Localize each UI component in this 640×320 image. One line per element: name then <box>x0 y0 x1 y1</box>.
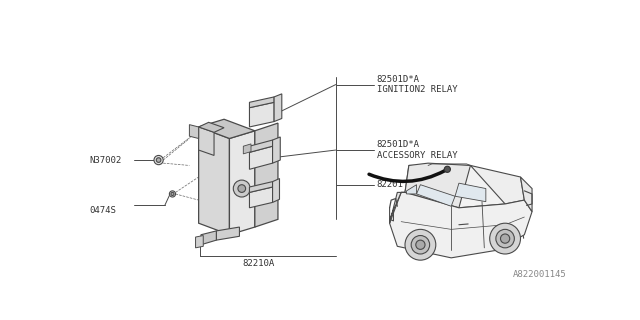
Circle shape <box>234 180 250 197</box>
Circle shape <box>416 240 425 249</box>
Polygon shape <box>189 124 198 139</box>
Text: 82501D*A: 82501D*A <box>376 75 419 84</box>
Polygon shape <box>255 123 278 227</box>
Text: 82501D*A: 82501D*A <box>376 140 419 149</box>
Text: N37002: N37002 <box>90 156 122 165</box>
Polygon shape <box>406 185 417 194</box>
Text: ACCESSORY RELAY: ACCESSORY RELAY <box>376 151 457 160</box>
Polygon shape <box>230 131 255 235</box>
Polygon shape <box>198 127 214 156</box>
Circle shape <box>496 229 515 248</box>
Polygon shape <box>198 122 224 132</box>
Text: 82201: 82201 <box>376 180 403 189</box>
Text: 82210A: 82210A <box>243 260 275 268</box>
Polygon shape <box>390 192 532 258</box>
Polygon shape <box>520 177 532 212</box>
FancyArrowPatch shape <box>369 171 445 181</box>
Polygon shape <box>250 97 274 108</box>
Polygon shape <box>250 102 274 127</box>
Polygon shape <box>390 192 405 223</box>
Polygon shape <box>198 119 255 139</box>
Circle shape <box>170 191 175 197</box>
Text: 0474S: 0474S <box>90 206 116 215</box>
Polygon shape <box>201 231 216 245</box>
Polygon shape <box>470 165 524 204</box>
Text: A822001145: A822001145 <box>513 270 566 279</box>
Circle shape <box>411 236 429 254</box>
Circle shape <box>156 158 161 162</box>
Circle shape <box>171 192 174 196</box>
Polygon shape <box>250 187 273 208</box>
Polygon shape <box>196 236 204 248</box>
Circle shape <box>405 229 436 260</box>
Text: IGNITION2 RELAY: IGNITION2 RELAY <box>376 85 457 94</box>
Polygon shape <box>274 94 282 122</box>
Polygon shape <box>250 140 273 152</box>
Polygon shape <box>273 179 280 203</box>
Polygon shape <box>405 163 470 208</box>
Polygon shape <box>198 127 230 235</box>
Circle shape <box>500 234 509 243</box>
Polygon shape <box>273 137 280 163</box>
Polygon shape <box>417 185 455 206</box>
Circle shape <box>238 185 246 192</box>
Circle shape <box>490 223 520 254</box>
Polygon shape <box>243 144 251 154</box>
Circle shape <box>154 156 163 165</box>
Polygon shape <box>250 182 273 192</box>
Circle shape <box>444 166 451 172</box>
Polygon shape <box>216 227 239 240</box>
Polygon shape <box>405 165 505 208</box>
Polygon shape <box>250 146 273 169</box>
Polygon shape <box>455 183 486 202</box>
